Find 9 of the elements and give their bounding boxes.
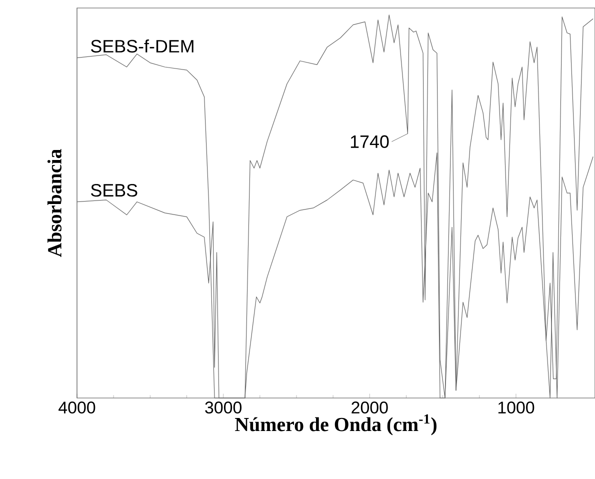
x-tick-label: 2000 [352,402,388,414]
annotation: 1740 [350,135,389,148]
series-label: SEBS [91,184,138,197]
x-tick-label: 4000 [58,402,96,414]
x-axis-title: Número de Onda (cm$^{-1}$) [235,414,436,436]
y-axis-title: Absorbancia [47,149,62,258]
x-tick-label: 1000 [498,402,534,414]
series-label: SEBS-f-DEM [91,39,194,53]
x-tick-label: 3000 [205,402,242,414]
